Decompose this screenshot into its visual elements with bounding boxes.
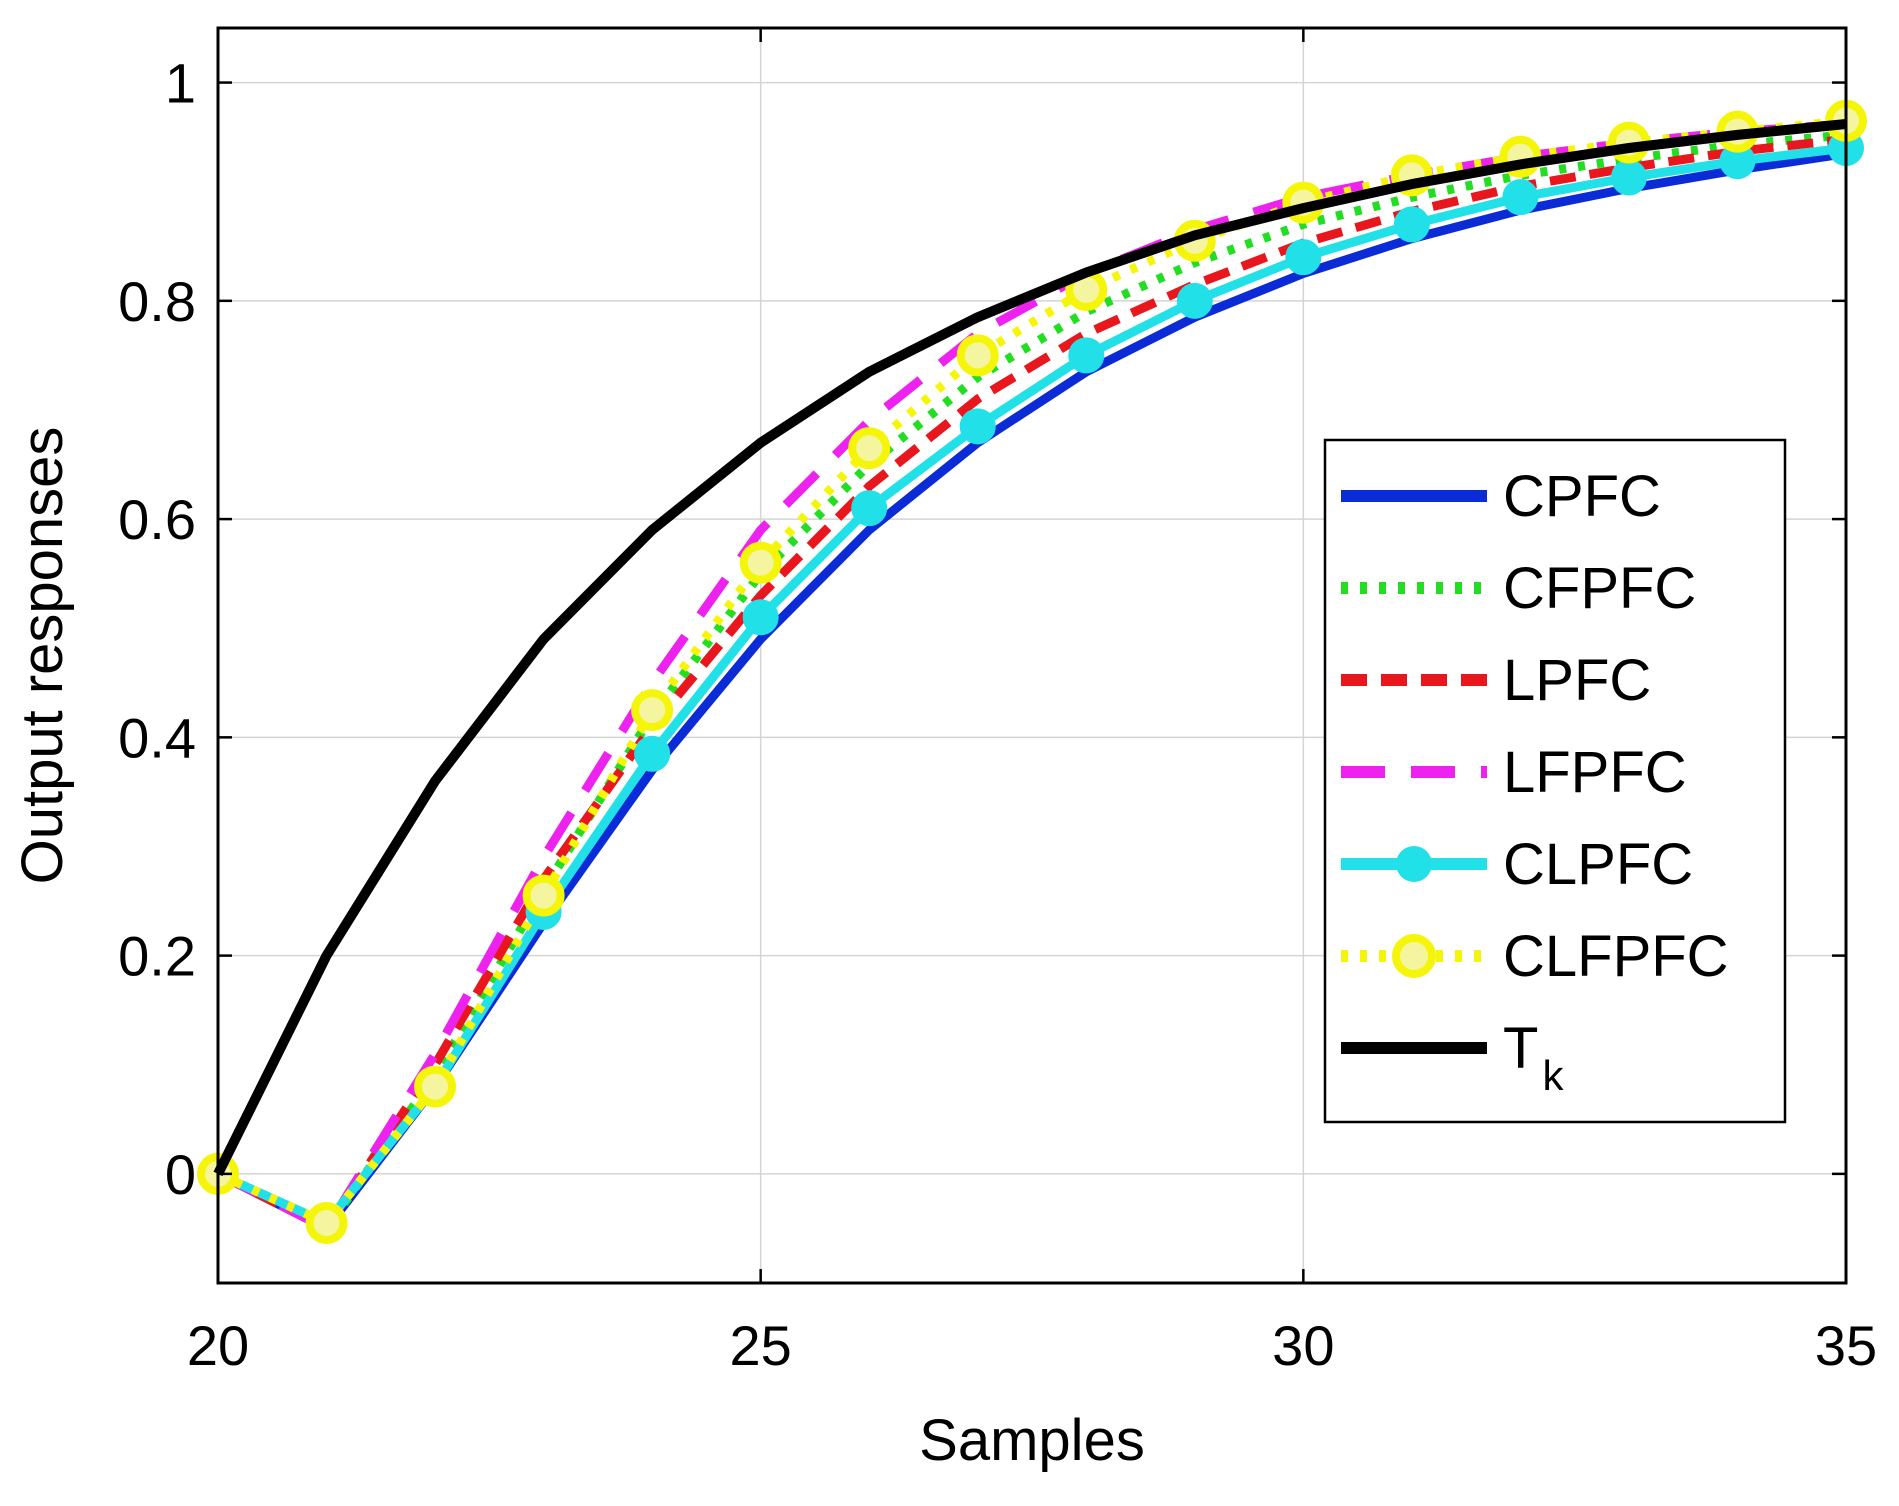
- y-tick-label: 0.8: [118, 270, 196, 333]
- y-tick-label: 0.6: [118, 488, 196, 551]
- legend-label: CFPFC: [1503, 556, 1696, 621]
- legend-label: CPFC: [1503, 464, 1661, 529]
- data-point: [305, 1201, 348, 1244]
- series-line-t: [213, 119, 1847, 1177]
- y-tick-label: 0: [165, 1143, 196, 1206]
- data-point: [522, 874, 565, 917]
- data-point: [959, 408, 996, 445]
- x-axis-title: Samples: [919, 1408, 1145, 1473]
- data-point: [1393, 206, 1430, 243]
- legend-label: CLPFC: [1503, 832, 1693, 897]
- series-line-clpfc: [216, 143, 1847, 1228]
- series-group: [197, 99, 1867, 1244]
- series-line-lpfc: [215, 134, 1847, 1233]
- y-tick-label: 0.4: [118, 706, 196, 769]
- data-point: [851, 490, 888, 527]
- series-line-lfpfc: [215, 119, 1847, 1233]
- legend-label-subscript: k: [1542, 1052, 1564, 1099]
- y-axis-title: Output responses: [10, 427, 75, 885]
- legend-box: [1323, 438, 1787, 1124]
- data-point: [1068, 337, 1105, 374]
- plot-frame: [216, 26, 1848, 1285]
- data-point: [1285, 239, 1322, 276]
- data-point: [739, 541, 782, 584]
- data-point: [1502, 179, 1539, 216]
- legend-label: LFPFC: [1503, 740, 1687, 805]
- data-point: [1610, 159, 1647, 196]
- axis-ticks: 20 25 30 35 0 0.2 0.4 0.6 0.8 1: [118, 28, 1877, 1377]
- data-point: [631, 689, 674, 732]
- data-point: [848, 427, 891, 470]
- series-line-clfpfc: [216, 116, 1847, 1228]
- data-point: [1176, 282, 1213, 319]
- legend-marker: [1392, 934, 1436, 978]
- legend-label: LPFC: [1503, 648, 1651, 713]
- data-point: [414, 1065, 457, 1108]
- legend-label: CLFPFC: [1503, 924, 1729, 989]
- x-tick-label: 30: [1272, 1314, 1334, 1377]
- y-tick-label: 0.2: [118, 925, 196, 988]
- data-point: [956, 334, 999, 377]
- y-tick-label: 1: [165, 52, 196, 115]
- data-point: [634, 735, 671, 772]
- legend-marker: [1396, 846, 1432, 882]
- x-tick-label: 20: [187, 1314, 249, 1377]
- x-tick-label: 25: [730, 1314, 792, 1377]
- x-tick-label: 35: [1815, 1314, 1877, 1377]
- data-point: [742, 599, 779, 636]
